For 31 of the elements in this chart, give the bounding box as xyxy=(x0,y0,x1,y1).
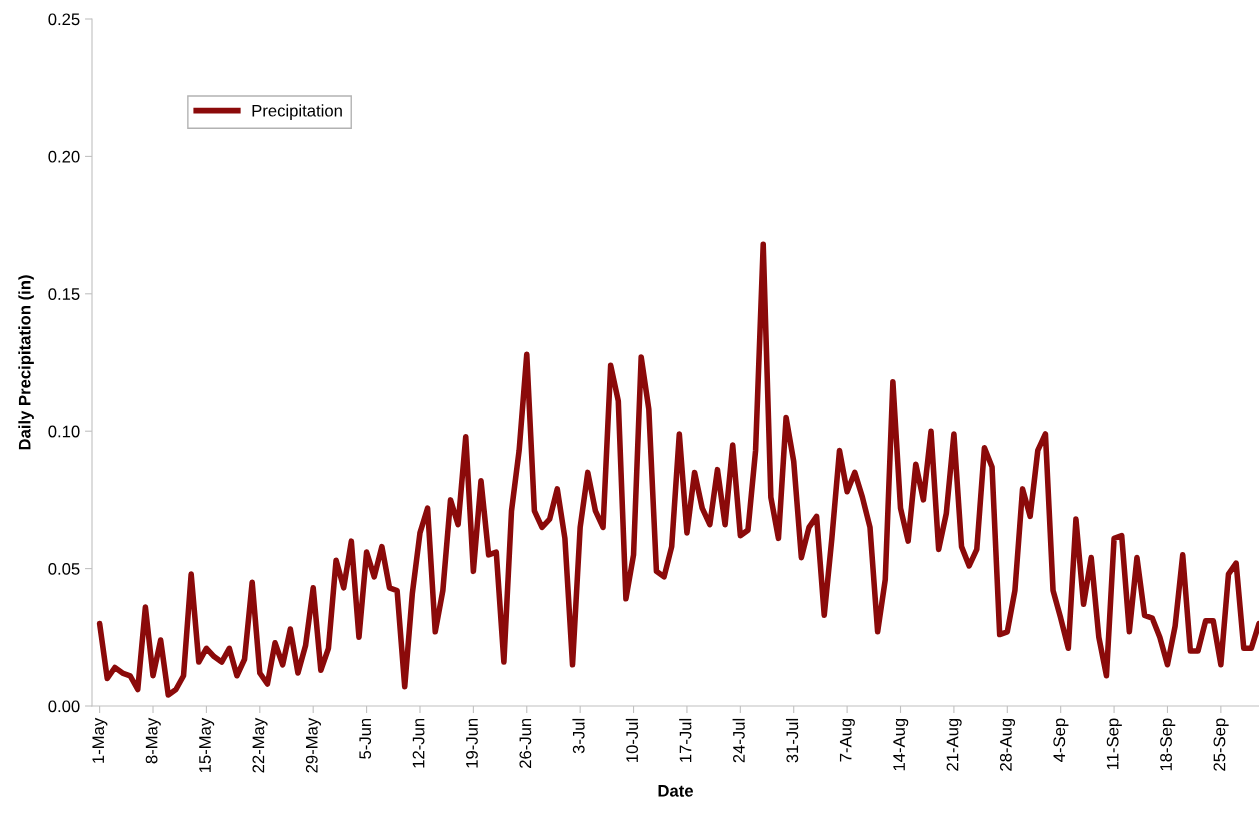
x-tick-label: 7-Aug xyxy=(839,718,855,762)
x-tick-label: 26-Jun xyxy=(519,718,532,768)
x-tick-label: 15-May xyxy=(199,717,215,773)
y-axis-title: Daily Precipitation (in) xyxy=(18,275,34,450)
x-tick-label: 18-Sep xyxy=(1160,718,1176,771)
x-tick-label: 25-Sep xyxy=(1213,718,1229,771)
x-tick-label: 31-Jul xyxy=(785,718,799,763)
x-tick-label: 28-Aug xyxy=(999,718,1016,771)
x-tick-label: 12-Jun xyxy=(412,718,425,768)
y-tick-label: 0.20 xyxy=(48,150,80,163)
y-tick-label: 0.25 xyxy=(48,13,80,26)
x-tick-label: 10-Jul xyxy=(625,718,639,762)
x-tick-label: 1-May xyxy=(92,717,108,763)
x-axis-title: Date xyxy=(658,785,693,797)
y-tick-label: 0.00 xyxy=(48,700,80,713)
x-tick-label: 21-Aug xyxy=(946,718,962,771)
y-tick-label: 0.05 xyxy=(48,563,80,575)
x-tick-label: 5-Jun xyxy=(359,718,372,759)
y-tick-label: 0.15 xyxy=(48,288,80,300)
x-tick-label: 24-Jul xyxy=(732,718,745,763)
x-tick-label: 4-Sep xyxy=(1053,718,1069,762)
x-tick-label: 11-Sep xyxy=(1106,718,1122,770)
legend-label: Precipitation xyxy=(252,104,342,120)
x-tick-label: 22-May xyxy=(252,717,268,773)
y-tick-label: 0.10 xyxy=(48,425,80,438)
x-tick-label: 14-Aug xyxy=(893,718,909,771)
x-tick-label: 8-May xyxy=(145,717,161,764)
x-tick-label: 29-May xyxy=(305,717,321,773)
x-tick-label: 19-Jun xyxy=(466,718,478,768)
x-tick-label: 17-Jul xyxy=(679,718,692,762)
x-tick-label: 3-Jul xyxy=(572,718,585,754)
